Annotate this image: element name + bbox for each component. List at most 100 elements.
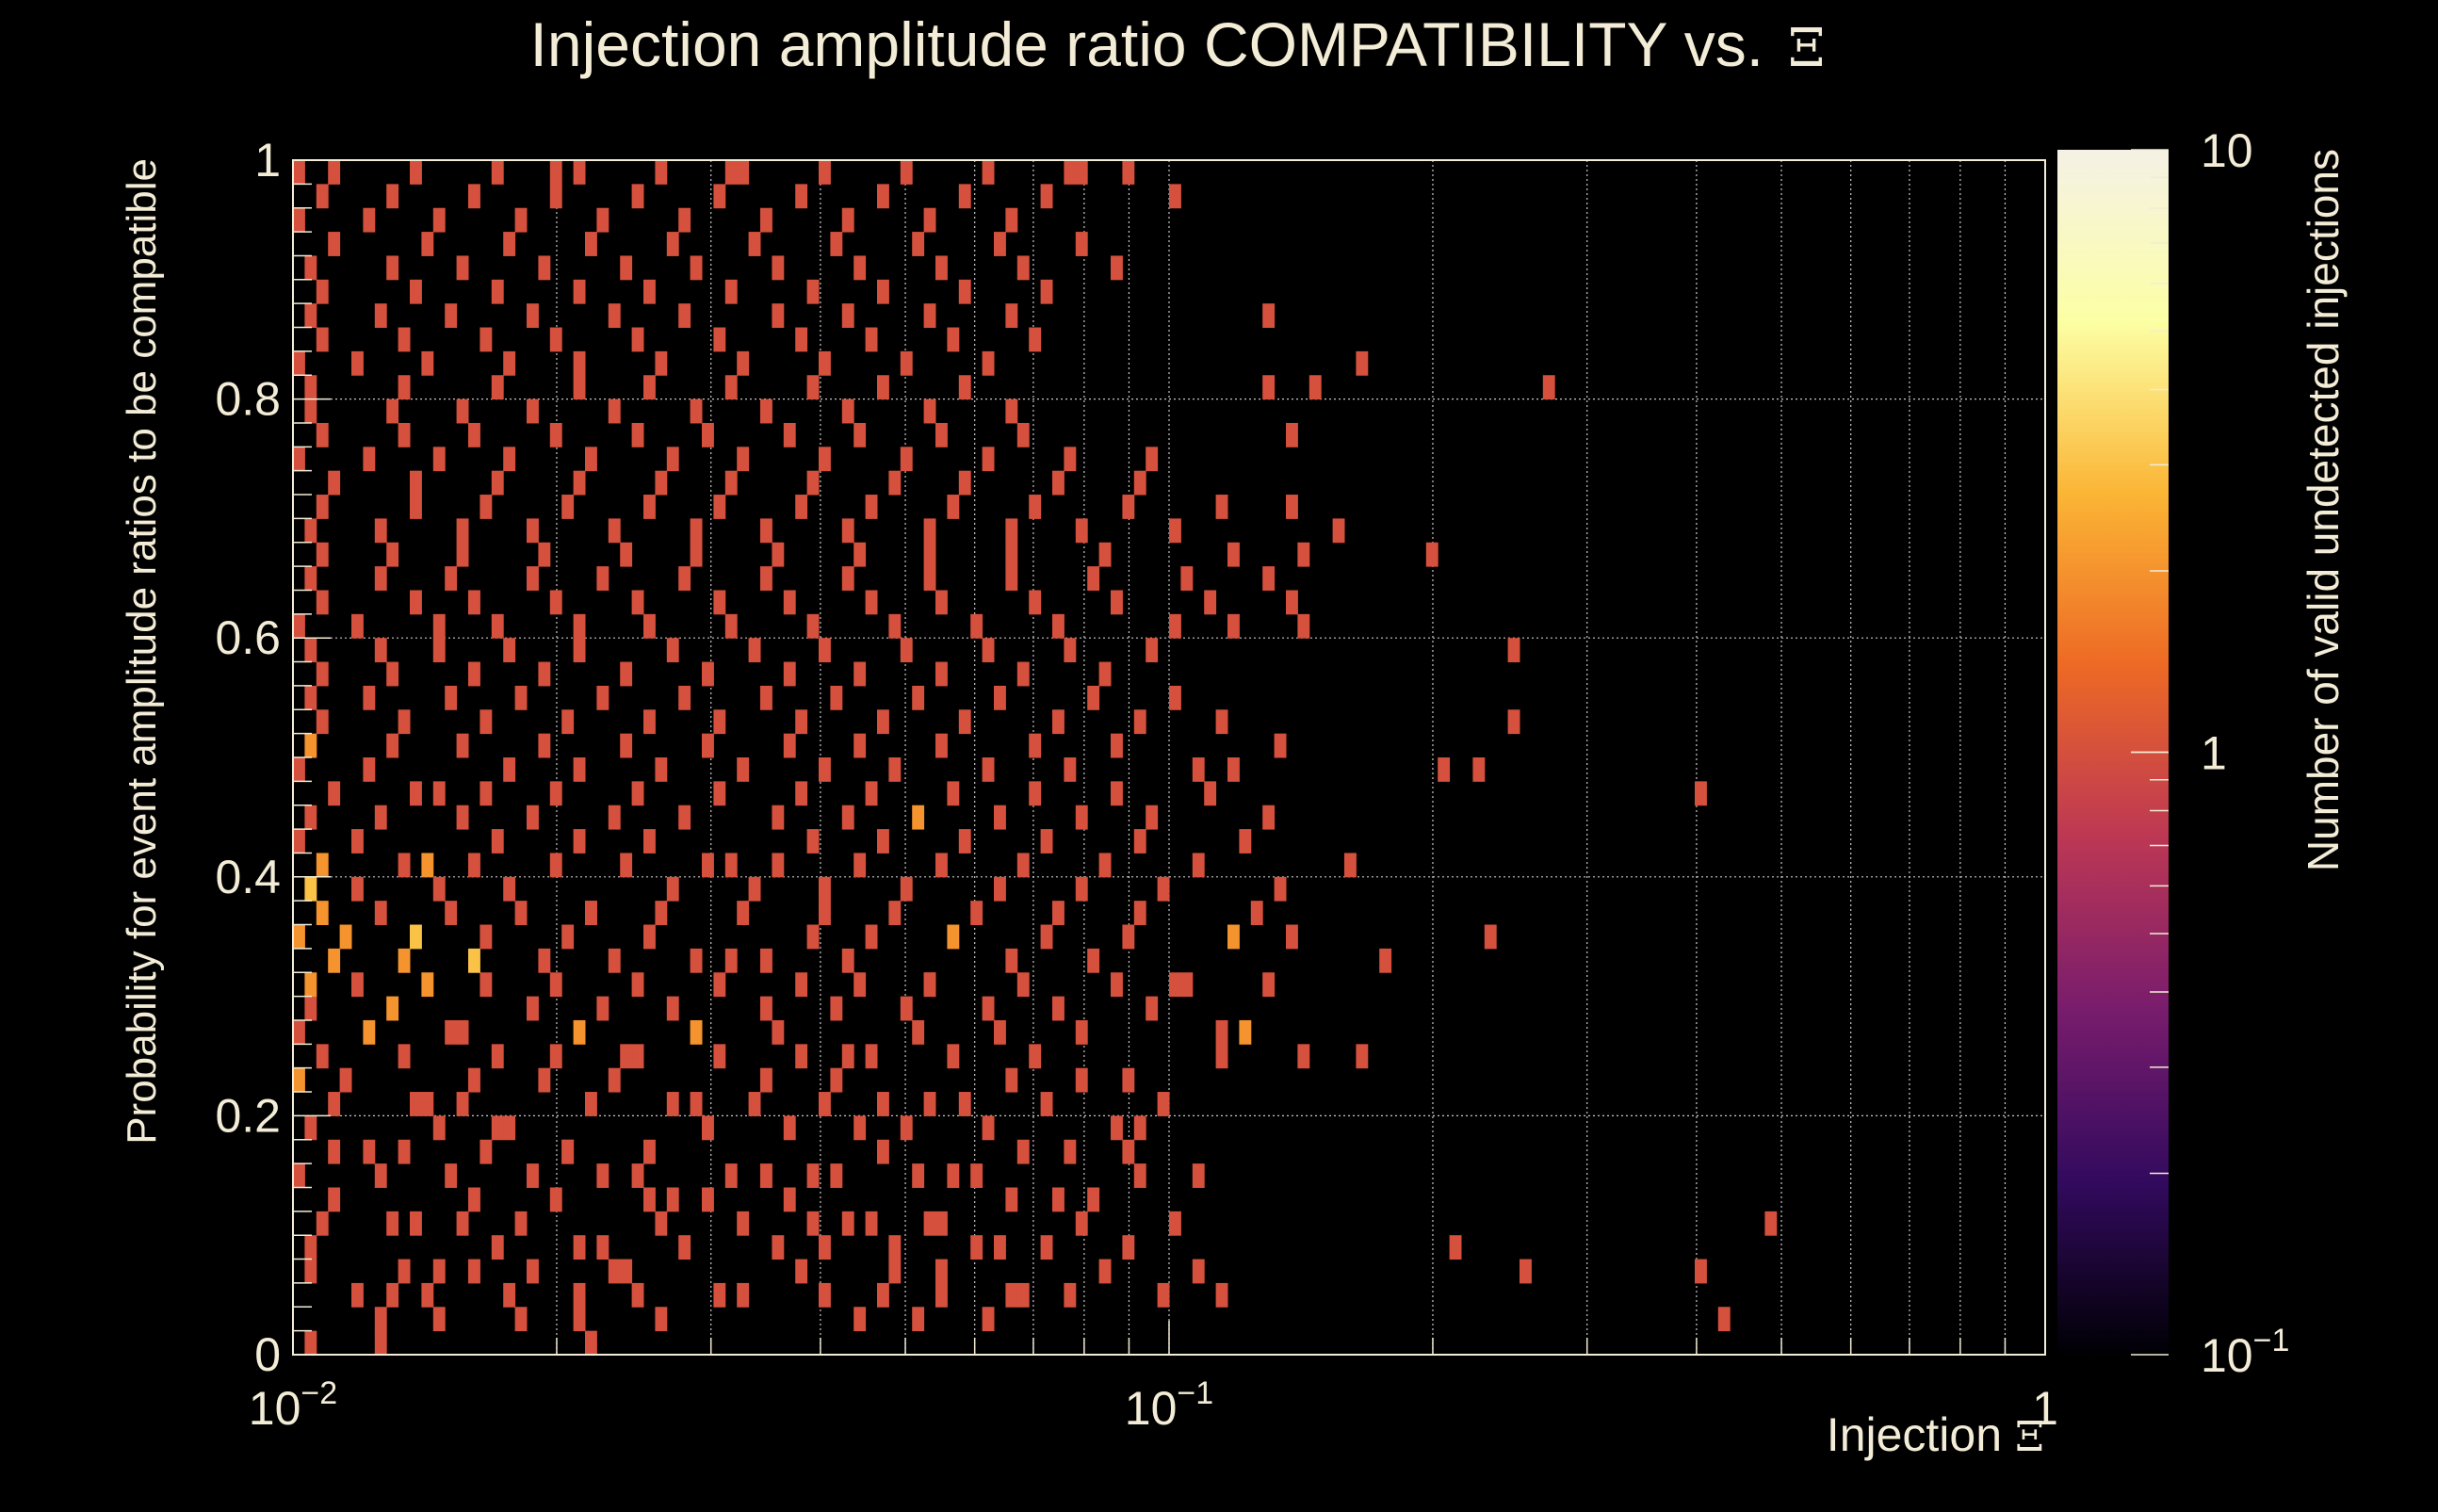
heatmap-bin (432, 207, 446, 233)
colorbar-ticks: 10−1 1 10 (2131, 124, 2289, 1382)
heatmap-bin (1016, 853, 1030, 878)
heatmap-bin (783, 661, 796, 687)
heatmap-bin (1075, 1211, 1088, 1236)
heatmap-bin (1005, 303, 1018, 329)
heatmap-bin (374, 303, 387, 329)
heatmap-bin (1040, 1092, 1053, 1116)
heatmap-bin (841, 805, 854, 830)
chart-title: Injection amplitude ratio COMPATIBILITY … (530, 9, 1826, 79)
heatmap-bin (608, 398, 621, 424)
heatmap-bin (1204, 781, 1217, 806)
heatmap-bin (643, 1187, 656, 1212)
heatmap-bin (445, 303, 458, 329)
heatmap-bin (713, 781, 726, 806)
heatmap-bin (830, 996, 843, 1021)
heatmap-bin (912, 805, 925, 830)
heatmap-bin (713, 184, 726, 209)
heatmap-bin (468, 853, 480, 878)
heatmap-bin (304, 733, 317, 758)
heatmap-bin (304, 685, 317, 710)
heatmap-bin (923, 1211, 936, 1236)
heatmap-bin (386, 733, 399, 758)
heatmap-bin (445, 1019, 458, 1045)
heatmap-bin (1274, 876, 1287, 902)
heatmap-bin (643, 829, 656, 854)
heatmap-bin (631, 972, 644, 998)
heatmap-bin (432, 876, 446, 902)
heatmap-bin (316, 279, 329, 304)
heatmap-bin (1262, 566, 1276, 591)
heatmap-bin (620, 733, 633, 758)
heatmap-bin (293, 757, 305, 782)
heatmap-bin (1087, 685, 1100, 710)
heatmap-bin (888, 1235, 902, 1260)
heatmap-bin (1052, 709, 1065, 735)
heatmap-bin (328, 1139, 341, 1164)
heatmap-bin (491, 470, 504, 496)
heatmap-bin (760, 518, 772, 544)
heatmap-bin (690, 1092, 703, 1116)
heatmap-bin (304, 972, 317, 998)
heatmap-bin (900, 447, 913, 472)
heatmap-bin (549, 853, 562, 878)
heatmap-bin (806, 1163, 820, 1188)
heatmap-bin (304, 1330, 317, 1356)
heatmap-bin (923, 398, 936, 424)
heatmap-bin (620, 661, 633, 687)
heatmap-bin (1064, 638, 1077, 663)
heatmap-bin (1157, 1092, 1170, 1116)
heatmap-bin (690, 542, 703, 567)
heatmap-bin (573, 1235, 586, 1260)
heatmap-bin (585, 901, 597, 926)
heatmap-bin (1029, 590, 1042, 615)
heatmap-bin (386, 1211, 399, 1236)
heatmap-bin (596, 1163, 610, 1188)
heatmap-bin (1133, 901, 1146, 926)
heatmap-bin (386, 996, 399, 1021)
heatmap-bin (421, 232, 434, 256)
heatmap-bin (398, 948, 411, 973)
heatmap-bin (328, 470, 341, 496)
heatmap-bin (1111, 590, 1123, 615)
heatmap-bin (1425, 542, 1438, 567)
heatmap-bin (947, 781, 960, 806)
heatmap-bin (678, 805, 691, 830)
heatmap-bin (643, 613, 656, 639)
heatmap-bin (795, 495, 808, 519)
heatmap-bin (795, 781, 808, 806)
heatmap-bin (1695, 1259, 1707, 1284)
heatmap-bin (760, 1067, 772, 1093)
heatmap-bin (819, 1092, 831, 1116)
heatmap-bin (410, 924, 422, 950)
heatmap-bin (374, 1163, 387, 1188)
heatmap-bin (655, 160, 668, 185)
heatmap-bin (841, 303, 854, 329)
heatmap-bin (386, 661, 399, 687)
heatmap-bin (410, 1211, 422, 1236)
heatmap-bin (806, 375, 820, 400)
heatmap-bin (1005, 518, 1018, 544)
heatmap-bin (900, 1115, 913, 1141)
heatmap-bin (491, 375, 504, 400)
heatmap-bin (1075, 232, 1088, 256)
heatmap-bin (304, 375, 317, 400)
heatmap-bin (1075, 876, 1088, 902)
heatmap-bin (1215, 709, 1228, 735)
heatmap-bin (620, 255, 633, 281)
heatmap-bin (549, 1044, 562, 1069)
heatmap-bin (585, 447, 597, 472)
heatmap-bin (432, 1259, 446, 1284)
heatmap-bin (573, 829, 586, 854)
heatmap-bin (304, 566, 317, 591)
heatmap-bin (596, 996, 610, 1021)
heatmap-bin (398, 422, 411, 447)
heatmap-bin (608, 518, 621, 544)
heatmap-bin (491, 160, 504, 185)
heatmap-bin (316, 661, 329, 687)
heatmap-bin (549, 590, 562, 615)
heatmap-bin (958, 279, 971, 304)
heatmap-bin (912, 232, 925, 256)
heatmap-bin (795, 184, 808, 209)
heatmap-bin (1029, 781, 1042, 806)
heatmap-bin (316, 422, 329, 447)
